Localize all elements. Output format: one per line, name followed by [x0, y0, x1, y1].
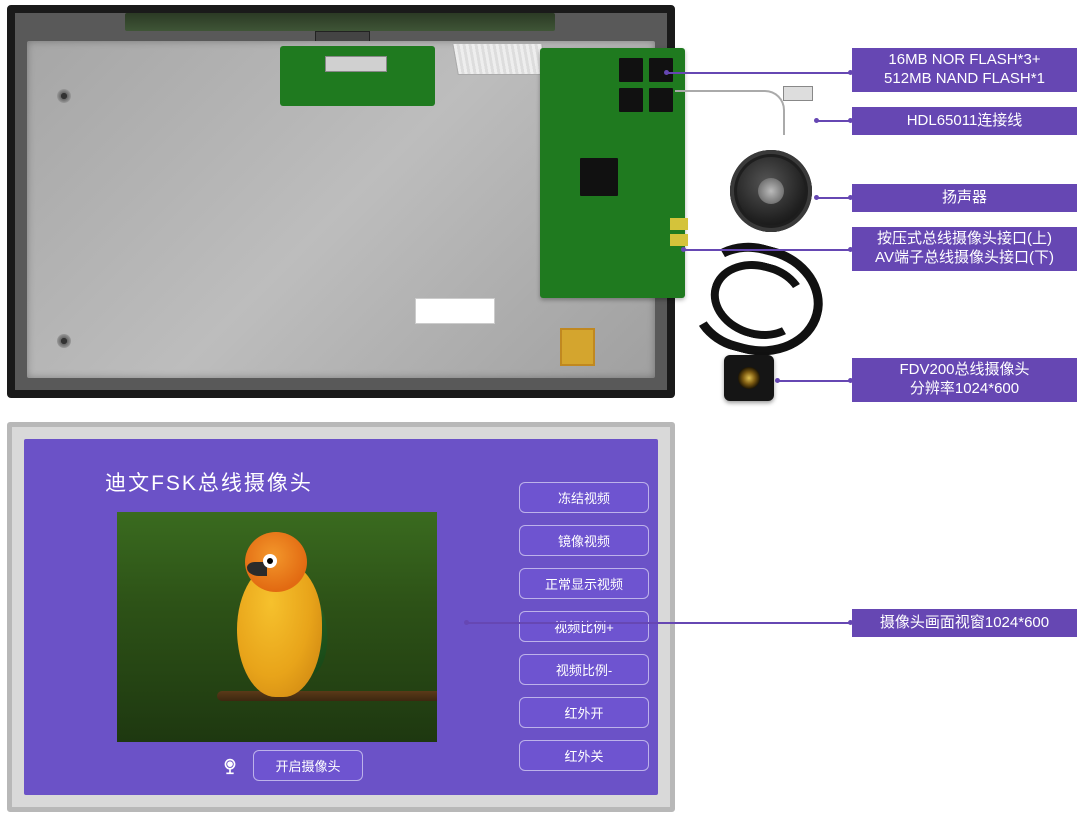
display-front: 迪文FSK总线摄像头 冻结视频 镜像视频 正常显示视频 视频比例+ 视频比例	[7, 422, 675, 812]
fdv200-camera	[724, 355, 774, 401]
btn-ratio-down[interactable]: 视频比例-	[519, 654, 649, 685]
leader-line-speaker	[815, 197, 852, 199]
tcon-strip	[125, 13, 555, 31]
flash-chip	[619, 58, 643, 82]
label-text: 16MB NOR FLASH*3+	[858, 51, 1071, 70]
label-text: 512MB NAND FLASH*1	[858, 70, 1071, 89]
label-speaker: 扬声器	[852, 184, 1077, 212]
leader-line-fdv	[776, 380, 852, 382]
camera-app-ui: 迪文FSK总线摄像头 冻结视频 镜像视频 正常显示视频 视频比例+ 视频比例	[24, 439, 658, 795]
btn-launch-camera[interactable]: 开启摄像头	[253, 750, 363, 781]
main-pcb	[540, 48, 685, 298]
btn-freeze[interactable]: 冻结视频	[519, 482, 649, 513]
compliance-label	[415, 298, 495, 324]
camera-cable	[681, 230, 835, 370]
sample-video-frame	[207, 527, 347, 727]
leader-line-flash	[665, 72, 852, 74]
btn-ir-on[interactable]: 红外开	[519, 697, 649, 728]
flash-chip	[649, 88, 673, 112]
speaker-unit	[730, 150, 812, 232]
label-fdv: FDV200总线摄像头分辨率1024*600	[852, 358, 1077, 402]
camera-port-bottom	[670, 234, 688, 246]
btn-ratio-up[interactable]: 视频比例+	[519, 611, 649, 642]
display-back-panel	[7, 5, 675, 398]
btn-normal[interactable]: 正常显示视频	[519, 568, 649, 599]
camera-icon	[219, 755, 241, 777]
lvds-ribbon	[452, 43, 548, 75]
label-window: 摄像头画面视窗1024*600	[852, 609, 1077, 637]
flash-chip	[619, 88, 643, 112]
main-soc	[580, 158, 618, 196]
btn-mirror[interactable]: 镜像视频	[519, 525, 649, 556]
label-text: 摄像头画面视窗1024*600	[858, 614, 1071, 633]
camera-video-window	[117, 512, 437, 742]
label-text: FDV200总线摄像头	[858, 361, 1071, 380]
label-hdl: HDL65011连接线	[852, 107, 1077, 135]
ui-title: 迪文FSK总线摄像头	[24, 467, 394, 497]
label-text: AV端子总线摄像头接口(下)	[858, 249, 1071, 268]
leader-line-hdl	[815, 120, 852, 122]
camera-port-top	[670, 218, 688, 230]
label-port: 按压式总线摄像头接口(上)AV端子总线摄像头接口(下)	[852, 227, 1077, 271]
leader-line-port	[682, 249, 852, 251]
launch-row: 开启摄像头	[219, 750, 363, 781]
hdl-connector	[783, 86, 813, 101]
flex-pcb	[560, 328, 595, 366]
mounting-hole	[57, 334, 71, 348]
interface-board	[280, 46, 435, 106]
label-text: 分辨率1024*600	[858, 380, 1071, 399]
flash-chip	[649, 58, 673, 82]
mounting-hole	[57, 89, 71, 103]
button-column: 冻结视频 镜像视频 正常显示视频 视频比例+ 视频比例- 红外开 红外关	[519, 482, 649, 783]
btn-ir-off[interactable]: 红外关	[519, 740, 649, 771]
diagram-root: 迪文FSK总线摄像头 冻结视频 镜像视频 正常显示视频 视频比例+ 视频比例	[0, 0, 1085, 819]
label-flash: 16MB NOR FLASH*3+512MB NAND FLASH*1	[852, 48, 1077, 92]
leader-line-window	[465, 622, 852, 624]
label-text: 扬声器	[858, 189, 1071, 208]
hdl-wire	[675, 90, 785, 135]
label-text: HDL65011连接线	[858, 112, 1071, 131]
label-text: 按压式总线摄像头接口(上)	[858, 230, 1071, 249]
